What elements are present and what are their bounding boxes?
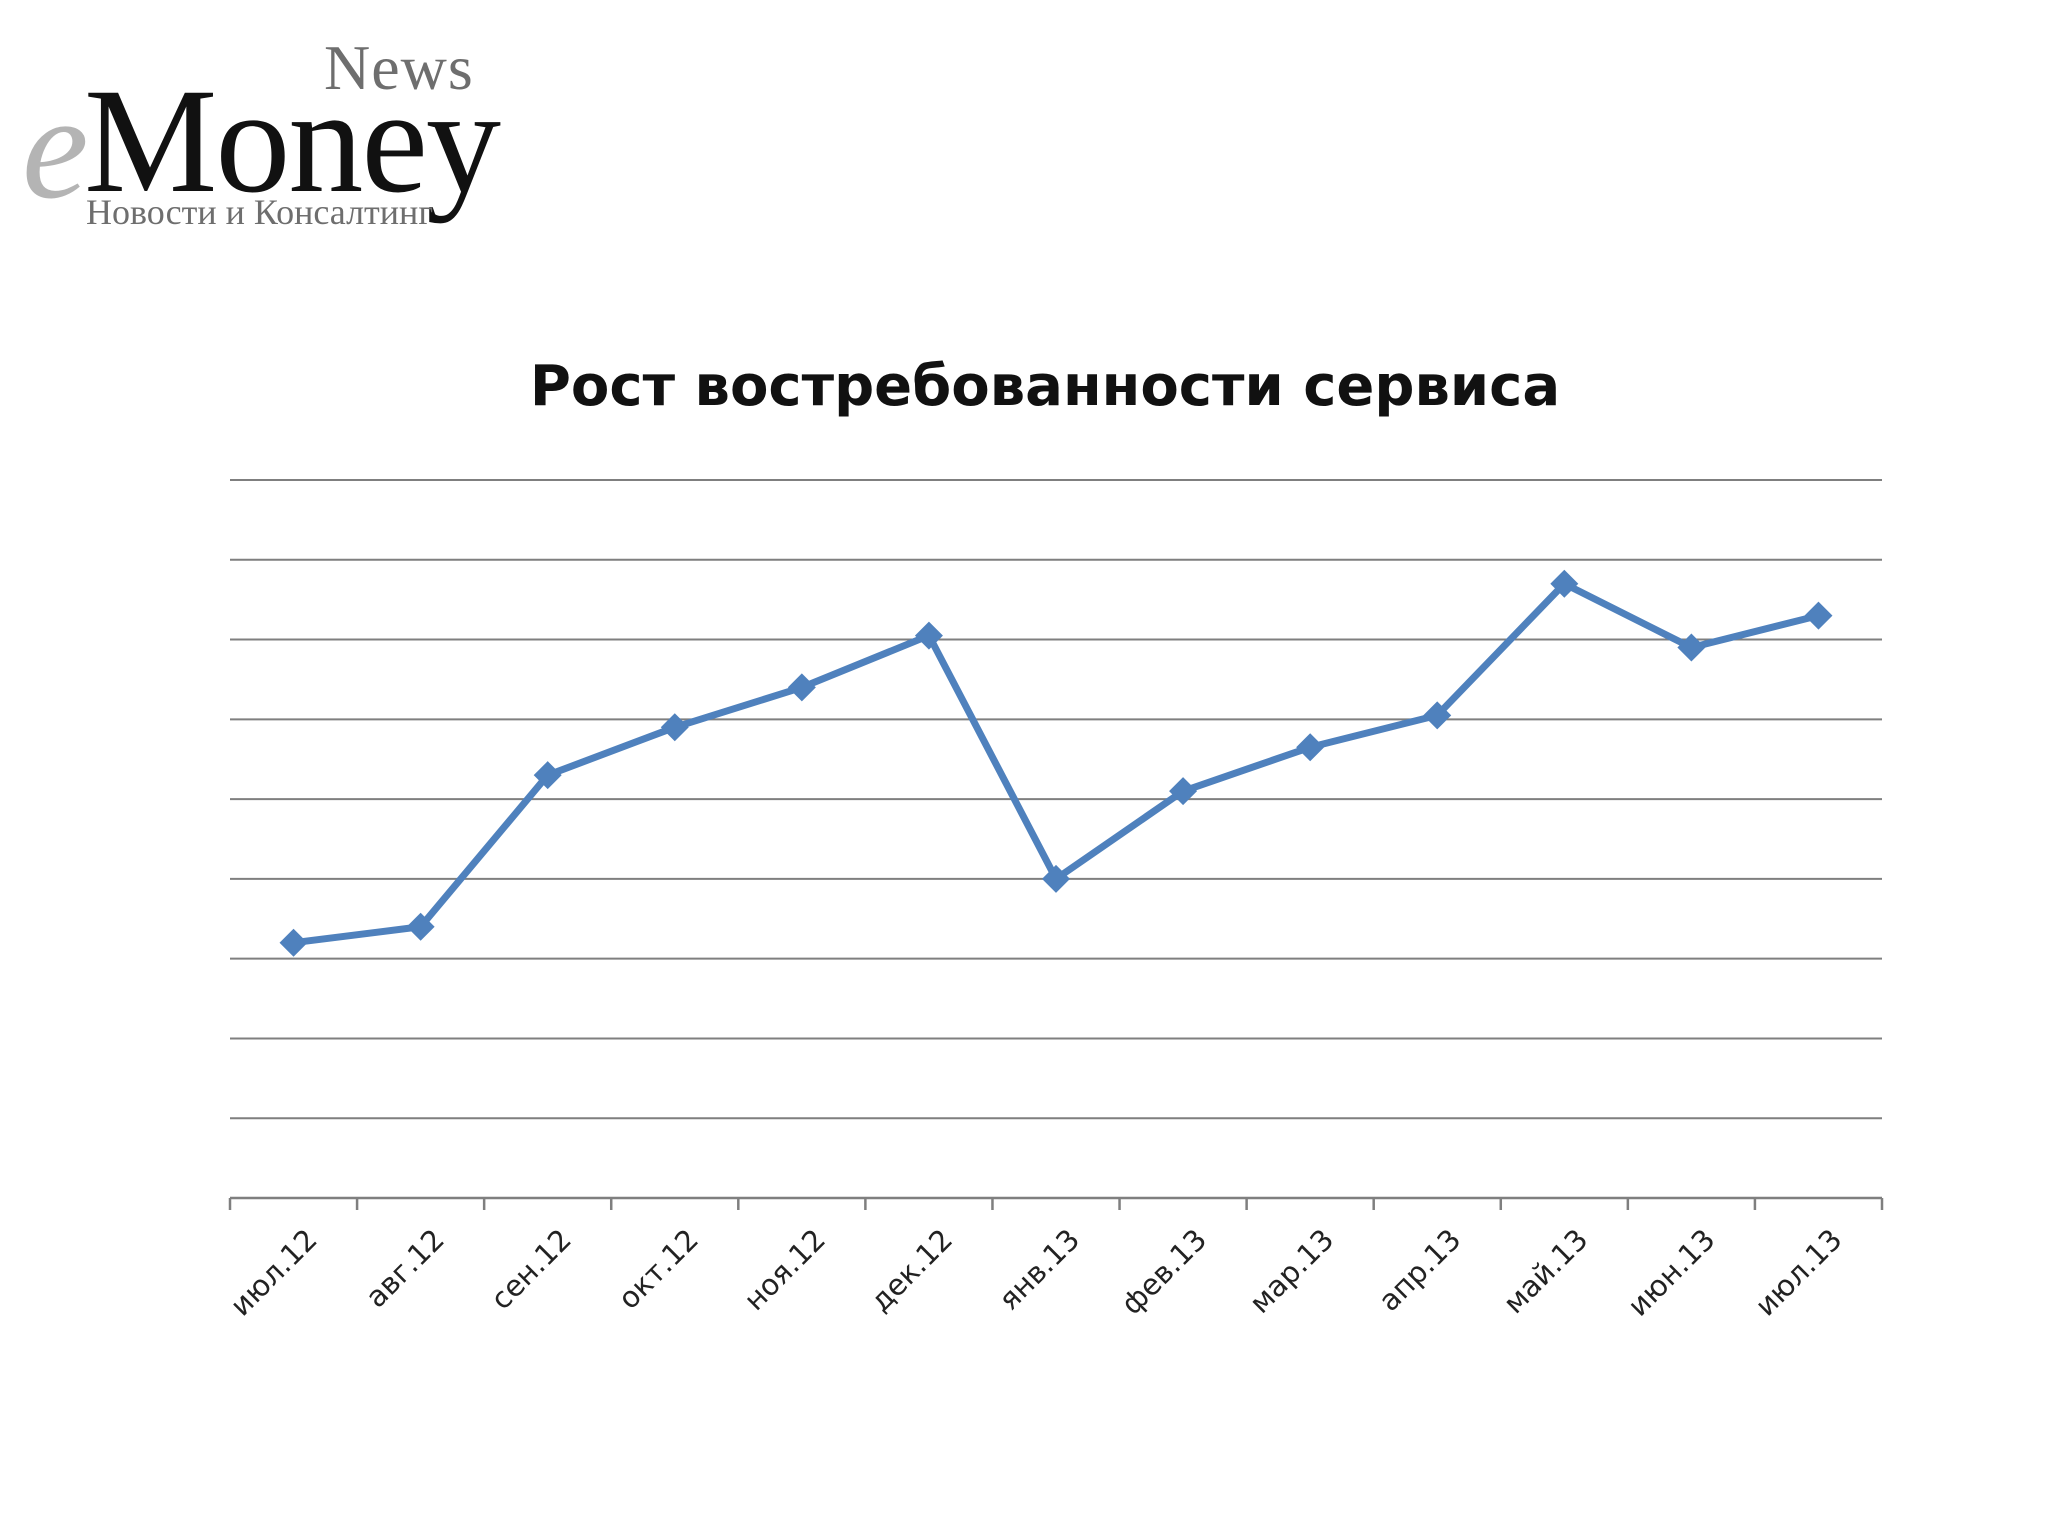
x-tick-label: июл.12 [223, 1222, 323, 1322]
x-axis [228, 1196, 1884, 1210]
data-point-marker [1169, 777, 1198, 806]
data-point-marker [1677, 633, 1706, 662]
data-point-marker [660, 713, 689, 742]
x-tick-label: июн.13 [1621, 1222, 1722, 1323]
chart-title: Рост востребованности сервиса [530, 354, 1560, 419]
data-point-marker [1804, 601, 1833, 630]
logo-news-text: News [324, 32, 474, 103]
data-point-marker [279, 928, 308, 957]
x-tick-label: авг.12 [359, 1222, 451, 1314]
logo-money-text: Money [84, 58, 501, 224]
logo-e-letter: e [22, 64, 89, 230]
data-point-marker [787, 673, 816, 702]
x-tick-label: дек.12 [863, 1222, 959, 1318]
x-tick-labels: июл.12 авг.12 сен.12 окт.12 ноя.12 дек.12 янв.… [223, 1222, 1848, 1323]
x-tick-label: май.13 [1497, 1222, 1595, 1320]
x-tick-label: янв.13 [992, 1222, 1086, 1316]
gridlines [230, 479, 1882, 1120]
x-tick-label: сен.12 [484, 1222, 578, 1316]
logo-tagline: Новости и Консалтинг [86, 192, 434, 232]
x-tick-label: фев.13 [1114, 1222, 1213, 1321]
x-tick-label: июл.13 [1748, 1222, 1848, 1322]
data-point-marker [533, 761, 562, 790]
data-point-marker [1296, 733, 1325, 762]
data-point-marker [914, 621, 943, 650]
data-point-marker [406, 912, 435, 941]
data-point-marker [1550, 569, 1579, 598]
x-tick-label: ноя.12 [737, 1222, 832, 1317]
data-point-marker [1042, 864, 1070, 893]
series-layer [279, 569, 1833, 957]
emoney-logo: News e Money Новости и Консалтинг [22, 32, 501, 236]
data-point-marker [1423, 701, 1452, 730]
x-tick-label: апр.13 [1372, 1222, 1468, 1318]
x-tick-label: мар.13 [1243, 1222, 1341, 1320]
x-tick-label: окт.12 [611, 1222, 705, 1316]
